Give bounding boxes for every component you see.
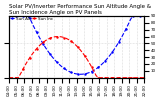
Sun Inc bbox=[52, 37, 54, 38]
Sun Inc bbox=[54, 36, 56, 37]
Sun Alt bbox=[79, 74, 81, 75]
Sun Inc bbox=[42, 42, 44, 43]
Line: Sun Inc: Sun Inc bbox=[8, 36, 145, 79]
Sun Alt bbox=[52, 57, 54, 58]
Sun Alt bbox=[143, 15, 145, 16]
Line: Sun Alt: Sun Alt bbox=[8, 15, 145, 75]
Sun Alt bbox=[42, 44, 44, 45]
Sun Alt bbox=[47, 51, 49, 52]
Sun Inc bbox=[31, 54, 33, 55]
Sun Inc bbox=[95, 75, 97, 76]
Sun Alt bbox=[95, 68, 97, 70]
Sun Inc bbox=[47, 38, 49, 40]
Text: Solar PV/Inverter Performance Sun Altitude Angle & Sun Incidence Angle on PV Pan: Solar PV/Inverter Performance Sun Altitu… bbox=[9, 4, 151, 15]
Sun Inc bbox=[56, 36, 58, 37]
Sun Alt bbox=[54, 59, 56, 61]
Sun Inc bbox=[8, 77, 10, 78]
Sun Alt bbox=[8, 15, 10, 16]
Legend: Sun Alt, Sun Inc: Sun Alt, Sun Inc bbox=[10, 17, 53, 21]
Sun Alt bbox=[31, 22, 33, 24]
Sun Inc bbox=[143, 77, 145, 78]
